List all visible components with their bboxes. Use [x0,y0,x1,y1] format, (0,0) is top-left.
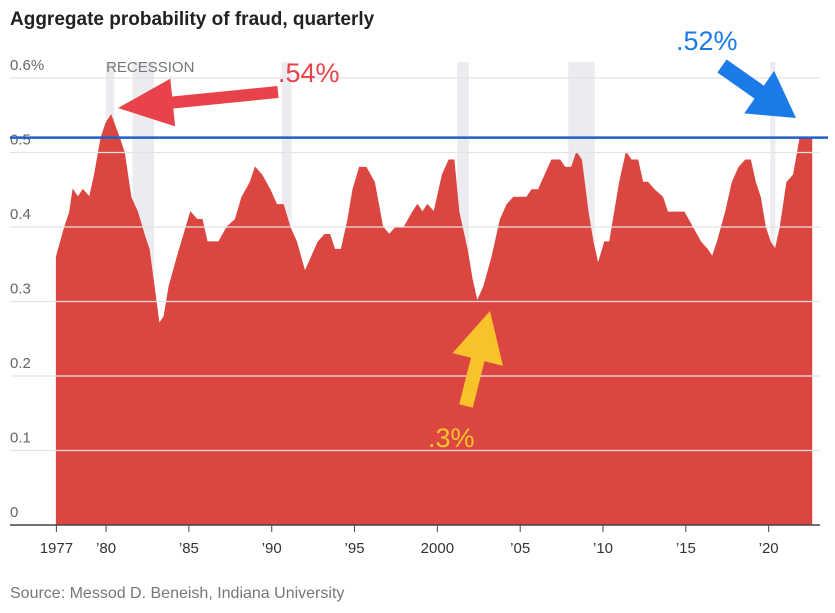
y-tick-label: 0.6% [10,57,44,74]
x-tick-label: 1977 [40,540,73,557]
x-tick-label: 2000 [421,540,454,557]
annotation: .52% [676,26,738,56]
x-tick-label: ’85 [179,540,199,557]
area [55,114,813,526]
x-tick-label: ’05 [510,540,530,557]
annotation-arrow [452,311,503,408]
y-tick-label: 0.3 [10,280,31,297]
recession-label: RECESSION [106,59,194,76]
x-tick-label: ’95 [345,540,365,557]
y-tick-label: 0.5 [10,131,31,148]
x-tick-label: ’80 [96,540,116,557]
x-tick-label: ’90 [262,540,282,557]
y-tick-label: 0.1 [10,429,31,446]
y-tick-label: 0.2 [10,355,31,372]
x-tick-label: ’20 [759,540,779,557]
annotation: .54% [278,58,340,88]
chart-title: Aggregate probability of fraud, quarterl… [10,9,375,30]
annotation-arrow [118,78,279,127]
annotation-arrow [717,59,796,118]
annotation: .3% [428,423,475,453]
y-tick-label: 0.4 [10,206,31,223]
source: Source: Messod D. Beneish, Indiana Unive… [10,585,344,602]
y-tick-label: 0 [10,504,18,521]
x-tick-label: ’10 [593,540,613,557]
x-tick-label: ’15 [676,540,696,557]
